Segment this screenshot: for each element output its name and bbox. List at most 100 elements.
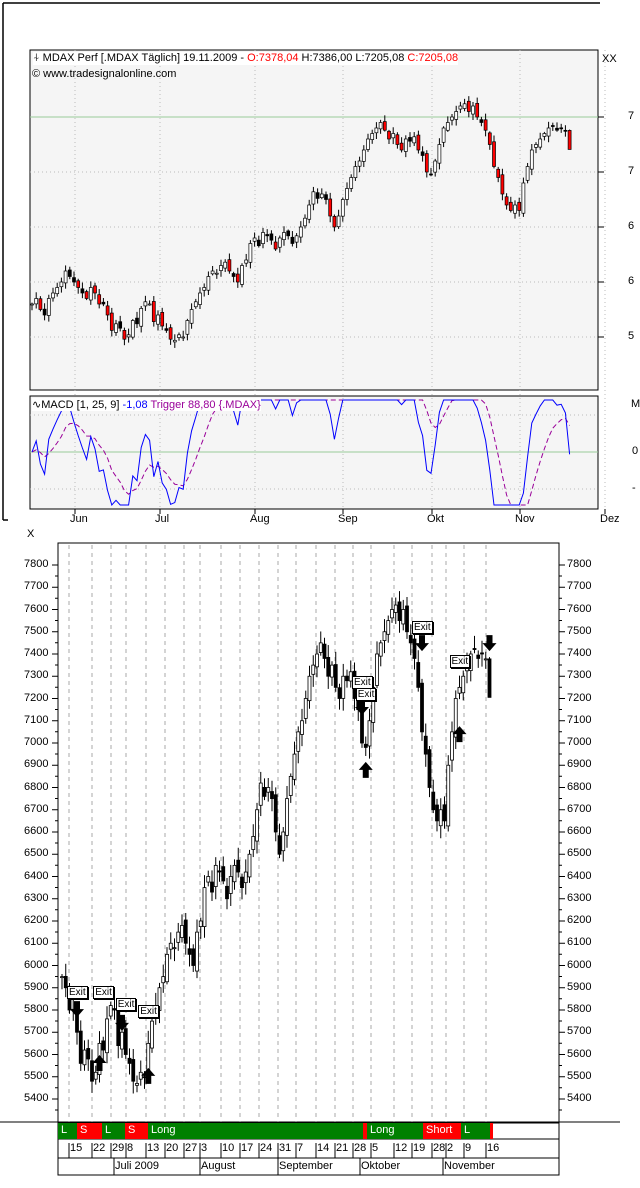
month-label: August (201, 1160, 236, 1172)
candle-body (393, 604, 398, 613)
y-axis-label-right: 6900 (567, 758, 592, 771)
day-label: 28 (433, 1142, 446, 1154)
candle-body (256, 239, 261, 247)
candle-body (555, 127, 559, 131)
candle-body (127, 1057, 132, 1064)
candle-body (143, 301, 148, 307)
day-label: 2 (447, 1142, 454, 1154)
y-axis-label-left: 6100 (24, 936, 49, 949)
bottom-price-panel (57, 542, 560, 1123)
exit-label: Exit (138, 1005, 159, 1018)
candle-body (63, 270, 68, 284)
open-value: O:7378,04 (247, 52, 299, 64)
x-axis-label: Nov (515, 513, 535, 525)
candle-body (76, 280, 81, 288)
y-axis-label-right: 7200 (567, 691, 592, 704)
candle-body (472, 648, 477, 650)
y-axis-label-left: 5900 (24, 980, 49, 993)
exit-label: Exit (412, 620, 433, 634)
legend-date: 19.11.2009 - (183, 52, 245, 64)
candle-body (273, 794, 278, 833)
day-label: 3 (201, 1142, 208, 1154)
y-axis-label-left: 6000 (24, 958, 49, 971)
y-axis-label-left: 6200 (24, 914, 49, 926)
candle-body (349, 177, 354, 189)
signal-long: L (58, 1123, 77, 1139)
candle-body (462, 103, 467, 109)
exit-label: Exit (449, 655, 471, 668)
candle-body (401, 609, 406, 625)
candle-body (341, 675, 346, 699)
macd-legend: ∿MACD [1, 25, 9] -1,08 Trigger 88,80 {.M… (32, 398, 261, 411)
candle-body (195, 931, 199, 972)
macd-y-label: 0 (632, 445, 639, 457)
candle-body (322, 643, 327, 659)
candle-body (441, 127, 446, 143)
candle-body (483, 658, 488, 661)
candle-body (193, 301, 198, 308)
candle-body (427, 749, 432, 788)
candle-body (563, 129, 568, 132)
candle-body (550, 125, 555, 127)
x-axis-label: Dez (600, 513, 620, 525)
y-axis-label-right: 7100 (567, 713, 592, 726)
candle-body (375, 653, 379, 686)
y-axis-label: 6 (628, 220, 635, 232)
candle-body (378, 642, 383, 657)
arrow-up-icon (358, 761, 373, 778)
candle-body (251, 836, 256, 850)
candle-body (183, 919, 188, 944)
y-axis-label-right: 6000 (567, 958, 592, 971)
y-axis-label-left: 5800 (24, 1003, 49, 1015)
x-axis-label: Okt (427, 513, 445, 525)
y-axis-label-left: 5500 (24, 1069, 49, 1082)
macd-name: MACD [1, 25, 9] (41, 399, 120, 411)
day-label: 28 (354, 1142, 367, 1154)
candle-body (130, 320, 135, 338)
candle-body (243, 871, 248, 884)
candle-body (294, 235, 299, 243)
day-label: 5 (372, 1142, 379, 1154)
candle-body (105, 305, 110, 316)
y-axis-label-left: 5600 (24, 1047, 49, 1060)
candle-body (135, 1083, 139, 1086)
candle-body (311, 664, 316, 675)
signal-long: L (102, 1123, 125, 1139)
candle-body (361, 149, 366, 162)
candle-body (326, 657, 331, 677)
candle-body (187, 948, 192, 955)
day-label: 7 (297, 1142, 304, 1154)
y-axis-label-right: 7600 (567, 602, 592, 615)
day-label: 14 (317, 1142, 330, 1154)
candle-body (247, 853, 252, 878)
y-axis-label: 6 (628, 275, 635, 287)
y-axis-label-left: 7500 (24, 624, 49, 637)
candle-body (298, 226, 303, 238)
arrow-down-icon (482, 635, 497, 652)
candle-body (151, 301, 156, 322)
macd-corner-label: M (631, 398, 640, 410)
candle-body (408, 635, 413, 644)
candle-body (525, 166, 530, 181)
candle-body (483, 119, 488, 131)
arrow-down-icon (70, 1001, 84, 1018)
candle-body (296, 731, 301, 752)
candle-body (408, 137, 412, 142)
exit-label: Exit (67, 986, 88, 1000)
y-axis-label-right: 5900 (567, 980, 592, 993)
y-axis-label: 5 (628, 330, 635, 342)
month-label: November (444, 1160, 495, 1172)
candle-body (390, 609, 394, 619)
candle-body (265, 234, 270, 237)
candle-body (270, 791, 274, 800)
candle-icon: ⍭ (33, 52, 40, 64)
arrow-down-icon (115, 1014, 129, 1031)
candle-body (471, 105, 475, 115)
candle-body (423, 735, 428, 755)
month-label: September (279, 1160, 333, 1172)
y-axis-label-right: 5800 (567, 1003, 592, 1015)
candle-body (446, 764, 451, 827)
candle-body (420, 151, 425, 156)
candle-body (476, 654, 481, 659)
candle-body (240, 265, 244, 285)
